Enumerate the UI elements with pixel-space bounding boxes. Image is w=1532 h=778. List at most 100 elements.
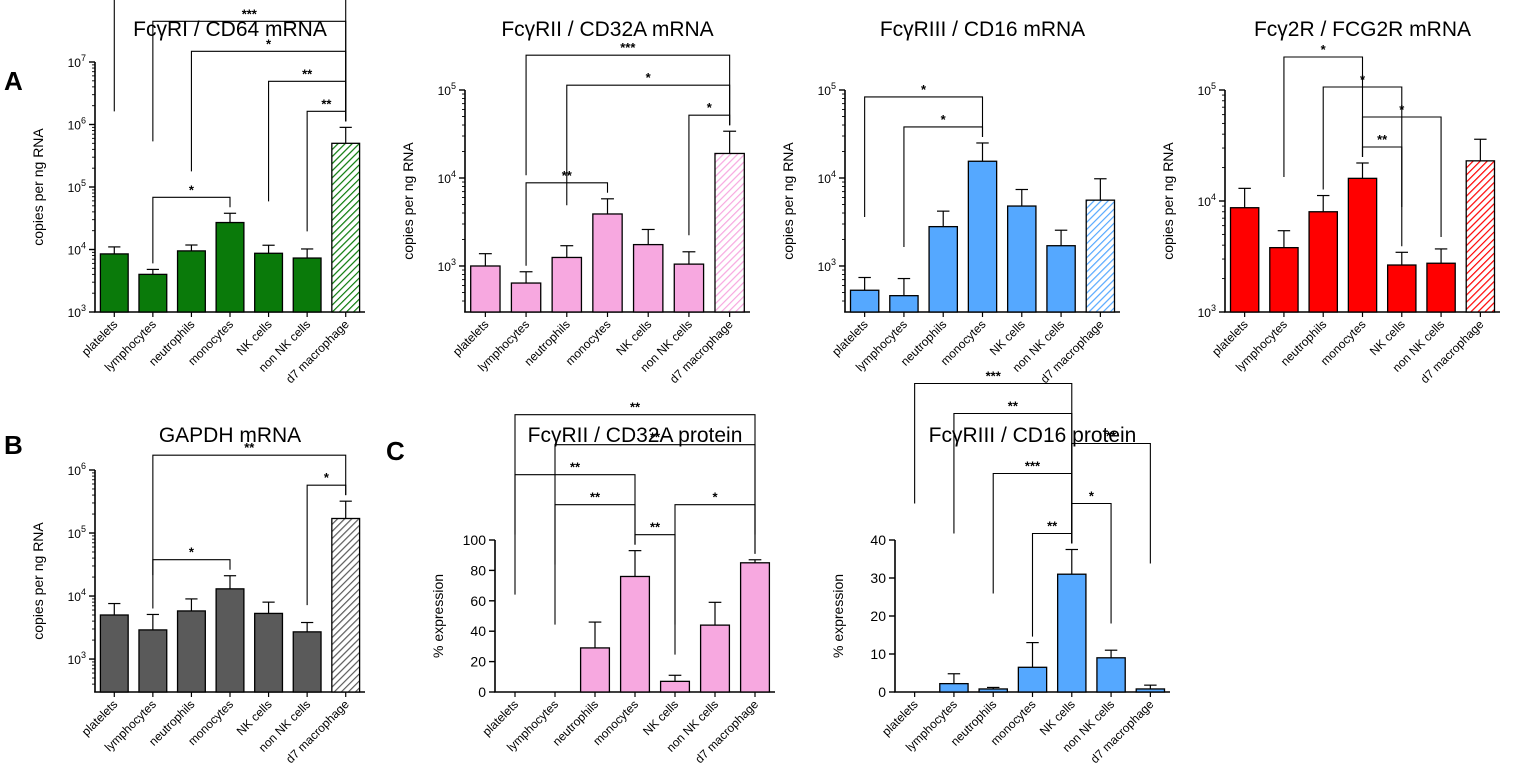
significance-bracket bbox=[1283, 56, 1364, 177]
bar-platelets bbox=[849, 289, 880, 313]
chart-title: FcγRIII / CD16 mRNA bbox=[880, 18, 1085, 41]
y-tick-label: 104 bbox=[68, 587, 86, 604]
bar-non-NK-cells bbox=[673, 263, 705, 313]
chart-title: FcγRIII / CD16 protein bbox=[929, 424, 1137, 447]
significance-bracket bbox=[152, 454, 347, 576]
bar-lymphocytes bbox=[1269, 246, 1299, 313]
y-axis-label: copies per ng RNA bbox=[30, 522, 46, 640]
bar-monocytes bbox=[1347, 177, 1378, 313]
significance-label: *** bbox=[1025, 459, 1041, 474]
bar-d7-macrophage bbox=[1135, 688, 1166, 693]
y-tick-label: 10 bbox=[870, 646, 886, 662]
significance-label: ** bbox=[1106, 429, 1117, 444]
significance-bracket bbox=[152, 559, 231, 609]
bar-lymphocytes bbox=[138, 629, 168, 693]
bar-NK-cells bbox=[254, 612, 284, 693]
y-tick-label: 40 bbox=[870, 532, 886, 548]
bar-neutrophils bbox=[176, 610, 206, 693]
y-tick-label: 104 bbox=[1198, 192, 1216, 209]
y-tick-label: 105 bbox=[68, 178, 86, 195]
y-axis-label: % expression bbox=[430, 574, 446, 658]
significance-bracket bbox=[514, 474, 636, 595]
panel-letter-b: B bbox=[4, 430, 23, 460]
chart-title: FcγRII / CD32A mRNA bbox=[501, 18, 713, 41]
significance-label: * bbox=[1089, 489, 1095, 504]
significance-label: ** bbox=[321, 96, 332, 111]
chart-cd64: FcγRI / CD64 mRNA copies per ng RNA 103 104… bbox=[30, 0, 365, 386]
chart-cd16p: FcγRIII / CD16 protein % expression 0 10 20 3… bbox=[830, 369, 1170, 766]
x-tick-label: NK cells bbox=[613, 317, 654, 358]
bar-non-NK-cells bbox=[699, 624, 731, 693]
bar-neutrophils bbox=[928, 225, 959, 313]
chart-title: FcγRII / CD32A protein bbox=[528, 424, 743, 447]
y-axis-label: copies per ng RNA bbox=[400, 142, 416, 260]
bar-NK-cells bbox=[632, 243, 664, 313]
y-tick-label: 0 bbox=[878, 684, 886, 700]
bar-NK-cells bbox=[1056, 573, 1087, 693]
y-tick-label: 20 bbox=[470, 654, 486, 670]
significance-label: * bbox=[646, 70, 652, 85]
bar-lymphocytes bbox=[510, 282, 542, 313]
bar-non-NK-cells bbox=[292, 257, 322, 313]
y-axis-label: copies per ng RNA bbox=[780, 142, 796, 260]
bar-monocytes bbox=[967, 160, 998, 313]
bar-platelets bbox=[1229, 207, 1260, 313]
significance-label: ** bbox=[1008, 399, 1019, 414]
bar-NK-cells bbox=[254, 252, 284, 313]
significance-label: * bbox=[941, 112, 947, 127]
bar-NK-cells bbox=[1006, 205, 1037, 313]
y-tick-label: 80 bbox=[470, 562, 486, 578]
bar-d7-macrophage bbox=[739, 562, 771, 693]
significance-label: *** bbox=[242, 6, 258, 21]
bar-neutrophils bbox=[978, 688, 1009, 693]
y-tick-label: 30 bbox=[870, 570, 886, 586]
bar-d7-macrophage bbox=[1465, 160, 1496, 313]
y-tick-label: 107 bbox=[68, 53, 86, 70]
x-tick-label: platelets bbox=[450, 317, 492, 359]
chart-fcg2r: Fcγ2R / FCG2R mRNA copies per ng RNA 103 10… bbox=[1160, 18, 1500, 386]
panel-letter-c: C bbox=[386, 436, 405, 466]
y-tick-label: 104 bbox=[68, 241, 86, 258]
significance-bracket bbox=[914, 382, 1073, 504]
bar-d7-macrophage bbox=[331, 517, 361, 693]
bar-monocytes bbox=[592, 213, 623, 313]
bar-platelets bbox=[99, 614, 129, 693]
significance-bracket bbox=[525, 54, 731, 176]
y-tick-label: 20 bbox=[870, 608, 886, 624]
bar-NK-cells bbox=[1386, 264, 1417, 313]
significance-label: *** bbox=[986, 369, 1002, 384]
y-axis-label: copies per ng RNA bbox=[1160, 142, 1176, 260]
bar-non-NK-cells bbox=[1046, 245, 1076, 313]
y-tick-label: 105 bbox=[818, 81, 836, 98]
bar-platelets bbox=[470, 265, 501, 313]
bar-monocytes bbox=[1017, 666, 1048, 693]
significance-label: ** bbox=[630, 400, 641, 415]
chart-title: FcγRI / CD64 mRNA bbox=[133, 18, 327, 41]
significance-bracket bbox=[152, 196, 231, 264]
significance-label: ** bbox=[650, 520, 661, 535]
significance-label: * bbox=[712, 490, 718, 505]
bar-monocytes bbox=[215, 221, 245, 313]
significance-label: ** bbox=[570, 460, 581, 475]
y-tick-label: 105 bbox=[68, 524, 86, 541]
y-tick-label: 105 bbox=[438, 81, 456, 98]
significance-label: * bbox=[921, 82, 927, 97]
y-tick-label: 106 bbox=[68, 461, 86, 478]
y-tick-label: 103 bbox=[68, 650, 86, 667]
bar-neutrophils bbox=[551, 256, 583, 313]
bar-d7-macrophage bbox=[714, 152, 745, 313]
significance-bracket bbox=[514, 414, 756, 535]
panel-letter-a: A bbox=[4, 66, 23, 96]
significance-label: ** bbox=[590, 490, 601, 505]
y-axis-label: % expression bbox=[830, 574, 846, 658]
bar-d7-macrophage bbox=[1085, 199, 1116, 313]
significance-label: ** bbox=[1047, 519, 1058, 534]
significance-label: ** bbox=[650, 430, 661, 445]
y-axis-label: copies per ng RNA bbox=[30, 128, 46, 246]
bar-monocytes bbox=[619, 575, 651, 693]
y-tick-label: 106 bbox=[68, 116, 86, 133]
bar-neutrophils bbox=[1308, 211, 1339, 313]
significance-label: ** bbox=[1377, 132, 1388, 147]
